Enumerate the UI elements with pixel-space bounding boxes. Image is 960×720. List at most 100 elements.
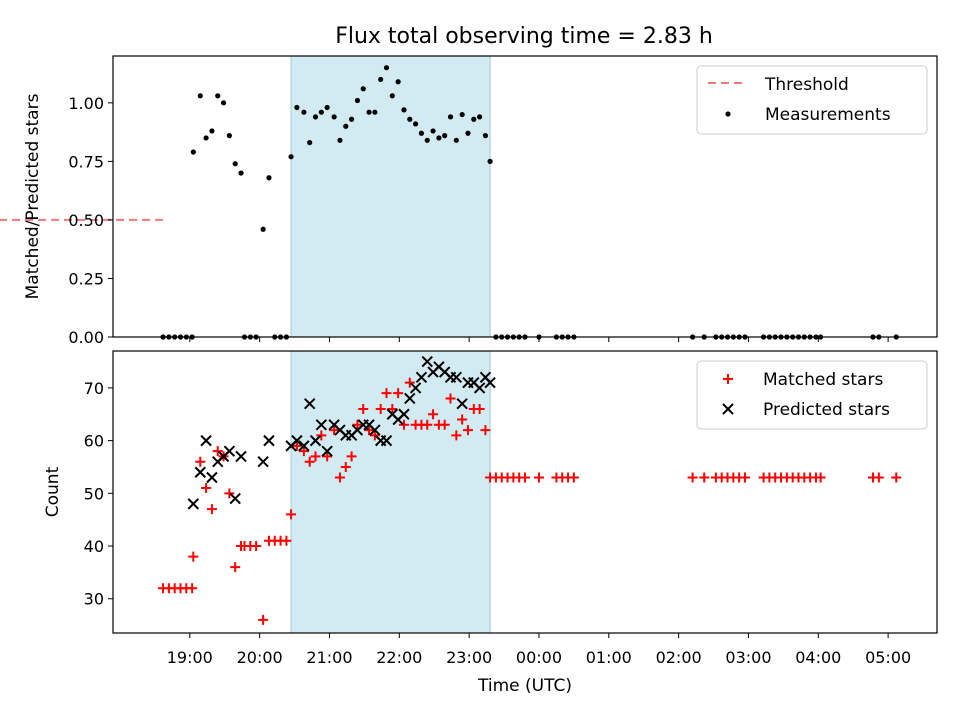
measurement-point bbox=[372, 109, 378, 115]
measurement-point bbox=[482, 133, 489, 139]
y-tick-label: 50 bbox=[84, 484, 104, 503]
matched-star-point bbox=[393, 388, 404, 399]
matched-star-point bbox=[364, 425, 375, 436]
predicted-star-point bbox=[398, 408, 410, 420]
predicted-star-point bbox=[235, 450, 247, 463]
matched-star-point bbox=[739, 472, 750, 483]
matched-star-point bbox=[251, 541, 262, 552]
matched-star-point bbox=[873, 472, 884, 483]
measurement-point bbox=[459, 111, 465, 118]
measurement-point bbox=[288, 154, 294, 160]
predicted-star-point bbox=[369, 424, 381, 436]
measurement-point bbox=[447, 114, 454, 120]
measurement-point bbox=[477, 114, 483, 120]
matched-star-point bbox=[398, 419, 409, 430]
x-tick-label: 00:00 bbox=[516, 648, 562, 667]
matched-star-point bbox=[291, 440, 302, 451]
predicted-star-point bbox=[473, 382, 486, 394]
predicted-star-point bbox=[309, 434, 322, 447]
matched-star-point bbox=[457, 414, 468, 425]
measurement-point bbox=[436, 135, 442, 141]
matched-star-point bbox=[480, 425, 491, 436]
measurement-point bbox=[209, 128, 215, 134]
predicted-star-point bbox=[450, 371, 463, 384]
matched-star-point bbox=[699, 472, 710, 483]
top-y-axis-label: Matched/Predicted stars bbox=[23, 93, 43, 299]
bottom-y-ticks: 30 40 50 60 70 bbox=[84, 379, 113, 609]
measurement-point bbox=[190, 149, 196, 155]
matched-star-point bbox=[281, 535, 292, 546]
legend-predicted-swatch bbox=[722, 403, 734, 415]
measurement-point bbox=[337, 137, 343, 143]
predicted-star-point bbox=[298, 440, 310, 452]
matched-star-point bbox=[329, 425, 340, 436]
matched-star-point bbox=[439, 419, 450, 430]
matched-star-point bbox=[201, 483, 212, 494]
x-tick-label: 05:00 bbox=[865, 648, 911, 667]
measurement-point bbox=[366, 109, 372, 115]
y-tick-label: 70 bbox=[84, 379, 104, 398]
x-tick-label: 19:00 bbox=[167, 648, 213, 667]
predicted-star-point bbox=[223, 445, 236, 457]
matched-star-point bbox=[451, 430, 462, 441]
predicted-stars-points bbox=[187, 355, 496, 510]
y-tick-label: 0.75 bbox=[68, 152, 104, 171]
measurement-point bbox=[360, 86, 366, 92]
measurement-point bbox=[453, 137, 459, 143]
predicted-star-point bbox=[303, 398, 316, 410]
matched-star-point bbox=[310, 451, 321, 462]
predicted-star-point bbox=[257, 455, 269, 468]
predicted-star-point bbox=[315, 419, 328, 431]
top-panel: 0.00 0.25 0.50 0.75 1.00 Matched/Predicted s… bbox=[0, 55, 938, 347]
matched-star-point bbox=[533, 472, 544, 483]
measurement-point bbox=[418, 130, 425, 136]
matched-star-point bbox=[369, 430, 380, 441]
measurement-point bbox=[215, 93, 221, 99]
measurement-point bbox=[471, 116, 477, 122]
matched-star-point bbox=[304, 456, 315, 467]
predicted-star-point bbox=[291, 434, 303, 447]
legend-predicted-marker bbox=[722, 403, 734, 415]
matched-star-point bbox=[195, 456, 206, 467]
measurement-point bbox=[430, 128, 436, 134]
measurement-point bbox=[395, 79, 401, 85]
matched-star-point bbox=[375, 403, 386, 414]
bottom-panel: 30 40 50 60 70 19:00 20:00 21:00 22:00 23:00 00:0… bbox=[43, 350, 938, 696]
matched-star-point bbox=[340, 461, 351, 472]
top-y-ticks: 0.00 0.25 0.50 0.75 1.00 bbox=[68, 94, 113, 347]
measurement-point bbox=[354, 97, 361, 104]
predicted-star-point bbox=[229, 492, 241, 505]
top-legend-box bbox=[696, 65, 928, 135]
matched-star-point bbox=[445, 393, 456, 404]
measurement-point bbox=[389, 93, 395, 99]
predicted-star-point bbox=[321, 445, 333, 457]
x-tick-label: 21:00 bbox=[306, 648, 352, 667]
bottom-observing-window-shade bbox=[290, 350, 491, 634]
x-axis-label: Time (UTC) bbox=[477, 676, 572, 696]
measurement-point bbox=[331, 114, 337, 120]
bottom-legend-box bbox=[696, 360, 928, 430]
x-tick-label: 22:00 bbox=[376, 648, 422, 667]
predicted-star-point bbox=[415, 371, 428, 384]
top-observing-window-shade bbox=[290, 55, 491, 338]
matched-star-point bbox=[387, 403, 398, 414]
measurement-point bbox=[401, 107, 407, 113]
y-tick-label: 40 bbox=[84, 537, 104, 556]
x-tick-label: 23:00 bbox=[446, 648, 492, 667]
matched-star-point bbox=[815, 472, 826, 483]
matched-star-point bbox=[462, 425, 473, 436]
y-tick-label: 1.00 bbox=[68, 94, 104, 113]
matched-star-point bbox=[520, 472, 530, 483]
bottom-legend: Matched stars Predicted stars bbox=[696, 360, 928, 430]
chart-title: Flux total observing time = 2.83 h bbox=[335, 24, 713, 49]
predicted-star-point bbox=[206, 471, 218, 484]
matched-star-point bbox=[230, 562, 241, 573]
matched-star-point bbox=[258, 614, 269, 625]
measurement-points bbox=[160, 65, 899, 340]
matched-star-point bbox=[474, 403, 485, 414]
measurement-point bbox=[226, 133, 232, 139]
measurement-point bbox=[407, 116, 413, 122]
legend-measurements-label: Measurements bbox=[765, 105, 891, 125]
matched-star-point bbox=[381, 388, 392, 399]
legend-matched-marker bbox=[723, 374, 733, 384]
